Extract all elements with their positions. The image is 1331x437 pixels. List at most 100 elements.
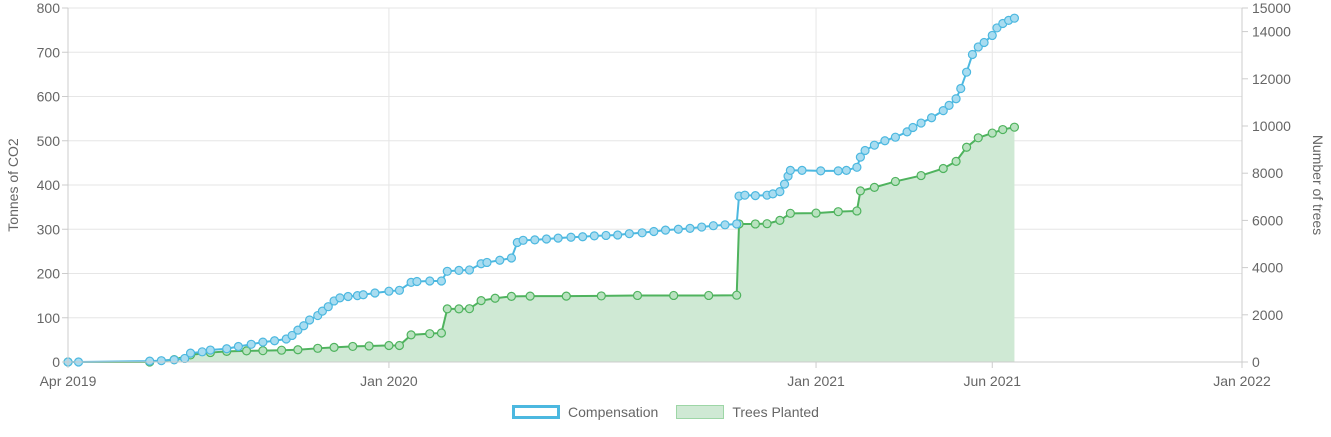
data-point-compensation[interactable] bbox=[464, 265, 475, 275]
data-point-trees-planted[interactable] bbox=[1009, 122, 1020, 132]
data-point-trees-planted[interactable] bbox=[293, 345, 303, 355]
data-point-trees-planted[interactable] bbox=[632, 290, 643, 301]
data-point-compensation[interactable] bbox=[613, 230, 623, 240]
data-point-trees-planted[interactable] bbox=[241, 346, 252, 356]
data-point-compensation[interactable] bbox=[967, 49, 978, 60]
data-point-compensation[interactable] bbox=[833, 166, 843, 176]
data-point-trees-planted[interactable] bbox=[732, 290, 742, 300]
data-point-compensation[interactable] bbox=[944, 100, 954, 110]
data-point-compensation[interactable] bbox=[740, 190, 750, 200]
data-point-trees-planted[interactable] bbox=[669, 290, 679, 301]
data-point-trees-planted[interactable] bbox=[506, 291, 517, 301]
data-point-compensation[interactable] bbox=[750, 191, 760, 201]
data-point-trees-planted[interactable] bbox=[596, 291, 606, 301]
data-point-trees-planted[interactable] bbox=[890, 176, 901, 187]
data-point-compensation[interactable] bbox=[304, 315, 315, 325]
data-point-compensation[interactable] bbox=[1009, 13, 1020, 23]
data-point-trees-planted[interactable] bbox=[833, 207, 843, 217]
data-point-compensation[interactable] bbox=[553, 233, 563, 243]
data-point-compensation[interactable] bbox=[908, 122, 918, 133]
data-point-compensation[interactable] bbox=[358, 290, 368, 300]
data-point-trees-planted[interactable] bbox=[987, 128, 997, 138]
data-point-compensation[interactable] bbox=[506, 253, 517, 263]
data-point-trees-planted[interactable] bbox=[258, 346, 268, 356]
data-point-compensation[interactable] bbox=[258, 337, 268, 347]
data-point-trees-planted[interactable] bbox=[525, 291, 535, 301]
data-point-compensation[interactable] bbox=[589, 231, 599, 241]
data-point-compensation[interactable] bbox=[335, 293, 345, 303]
data-point-compensation[interactable] bbox=[987, 30, 997, 41]
data-point-compensation[interactable] bbox=[222, 344, 232, 354]
data-point-trees-planted[interactable] bbox=[704, 290, 714, 301]
data-point-compensation[interactable] bbox=[624, 229, 634, 239]
data-point-trees-planted[interactable] bbox=[348, 341, 358, 352]
data-point-trees-planted[interactable] bbox=[276, 345, 287, 355]
data-point-compensation[interactable] bbox=[197, 347, 207, 357]
data-point-trees-planted[interactable] bbox=[384, 340, 394, 351]
data-point-compensation[interactable] bbox=[169, 355, 179, 365]
data-point-trees-planted[interactable] bbox=[961, 142, 972, 152]
data-point-trees-planted[interactable] bbox=[951, 156, 961, 166]
data-point-trees-planted[interactable] bbox=[442, 304, 452, 314]
data-point-trees-planted[interactable] bbox=[855, 186, 865, 196]
data-point-compensation[interactable] bbox=[246, 339, 256, 349]
data-point-compensation[interactable] bbox=[233, 341, 243, 352]
data-point-compensation[interactable] bbox=[916, 118, 926, 128]
data-point-trees-planted[interactable] bbox=[750, 219, 760, 229]
data-point-trees-planted[interactable] bbox=[364, 341, 374, 351]
data-point-compensation[interactable] bbox=[287, 330, 297, 341]
data-point-compensation[interactable] bbox=[855, 152, 865, 162]
data-point-compensation[interactable] bbox=[384, 286, 394, 296]
data-point-compensation[interactable] bbox=[442, 266, 452, 276]
data-point-trees-planted[interactable] bbox=[454, 304, 464, 314]
data-point-compensation[interactable] bbox=[785, 165, 795, 175]
data-point-trees-planted[interactable] bbox=[998, 124, 1008, 135]
data-point-compensation[interactable] bbox=[852, 162, 862, 172]
data-point-compensation[interactable] bbox=[961, 67, 972, 77]
data-point-trees-planted[interactable] bbox=[785, 208, 795, 218]
data-point-trees-planted[interactable] bbox=[394, 340, 405, 351]
data-point-compensation[interactable] bbox=[436, 276, 447, 286]
data-point-compensation[interactable] bbox=[495, 255, 505, 265]
data-point-compensation[interactable] bbox=[926, 113, 937, 123]
data-point-trees-planted[interactable] bbox=[406, 330, 416, 340]
data-point-compensation[interactable] bbox=[394, 285, 405, 295]
data-point-trees-planted[interactable] bbox=[916, 170, 926, 181]
data-point-trees-planted[interactable] bbox=[313, 343, 323, 353]
data-point-compensation[interactable] bbox=[779, 179, 790, 189]
data-point-compensation[interactable] bbox=[343, 291, 353, 302]
data-point-trees-planted[interactable] bbox=[329, 342, 339, 352]
data-point-trees-planted[interactable] bbox=[425, 329, 435, 339]
data-point-compensation[interactable] bbox=[797, 165, 807, 175]
data-point-compensation[interactable] bbox=[323, 302, 333, 312]
data-point-compensation[interactable] bbox=[482, 257, 492, 268]
data-point-trees-planted[interactable] bbox=[490, 293, 500, 303]
data-point-trees-planted[interactable] bbox=[476, 296, 486, 306]
data-point-trees-planted[interactable] bbox=[973, 133, 983, 143]
data-point-compensation[interactable] bbox=[956, 83, 966, 94]
data-point-compensation[interactable] bbox=[425, 276, 435, 286]
data-point-compensation[interactable] bbox=[541, 234, 552, 244]
data-point-compensation[interactable] bbox=[979, 37, 989, 48]
data-point-compensation[interactable] bbox=[860, 145, 870, 156]
data-point-compensation[interactable] bbox=[566, 232, 576, 242]
data-point-compensation[interactable] bbox=[951, 94, 961, 104]
data-point-trees-planted[interactable] bbox=[436, 328, 447, 338]
data-point-compensation[interactable] bbox=[578, 232, 588, 242]
data-point-compensation[interactable] bbox=[205, 345, 215, 355]
data-point-trees-planted[interactable] bbox=[762, 219, 772, 229]
data-point-compensation[interactable] bbox=[530, 235, 540, 245]
data-point-compensation[interactable] bbox=[454, 265, 464, 276]
data-point-trees-planted[interactable] bbox=[561, 291, 571, 301]
data-point-compensation[interactable] bbox=[370, 288, 380, 298]
data-point-compensation[interactable] bbox=[880, 136, 890, 146]
data-point-compensation[interactable] bbox=[660, 225, 671, 235]
data-point-compensation[interactable] bbox=[720, 220, 730, 230]
data-point-compensation[interactable] bbox=[938, 106, 948, 116]
data-point-trees-planted[interactable] bbox=[938, 163, 948, 174]
data-point-trees-planted[interactable] bbox=[464, 304, 475, 314]
legend-item-trees-planted[interactable]: Trees Planted bbox=[676, 404, 819, 420]
data-point-compensation[interactable] bbox=[156, 356, 166, 366]
data-point-compensation[interactable] bbox=[637, 228, 647, 238]
data-point-compensation[interactable] bbox=[145, 356, 155, 366]
